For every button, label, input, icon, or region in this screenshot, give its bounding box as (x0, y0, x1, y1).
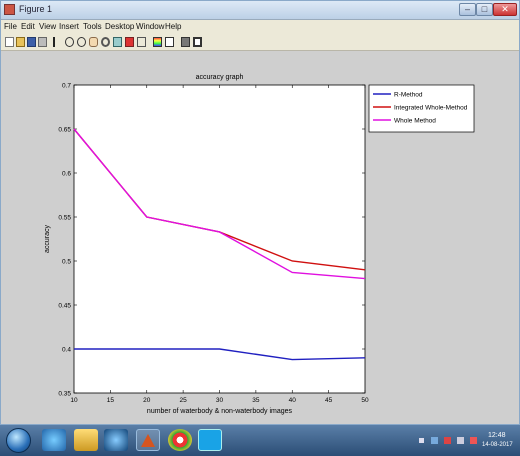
menu-desktop[interactable]: Desktop (105, 22, 135, 31)
flag-icon[interactable] (470, 437, 477, 444)
folder-icon[interactable] (74, 429, 98, 451)
data-cursor-icon[interactable] (113, 37, 122, 47)
zoom-out-icon[interactable] (77, 37, 86, 47)
brush-icon[interactable] (125, 37, 134, 47)
menu-view[interactable]: View (39, 22, 57, 31)
security-alert-icon[interactable] (444, 437, 451, 444)
new-figure-icon[interactable] (5, 37, 14, 47)
menu-bar: File Edit View Insert Tools Desktop Wind… (1, 20, 519, 34)
series-line-1 (74, 348, 366, 361)
edit-plot-icon[interactable] (53, 37, 59, 47)
figure-toolbar (1, 34, 519, 51)
y-tick-label: 0.6 (62, 171, 71, 178)
matlab-icon[interactable] (136, 429, 160, 451)
start-button[interactable] (6, 428, 31, 453)
series-line-3 (73, 128, 366, 280)
hide-plot-tools-icon[interactable] (181, 37, 190, 47)
y-tick-label: 0.55 (58, 215, 71, 222)
skype-icon[interactable] (198, 429, 222, 451)
show-plot-tools-icon[interactable] (193, 37, 202, 47)
y-tick-label: 0.4 (62, 347, 71, 354)
menu-help[interactable]: Help (165, 22, 182, 31)
x-tick-label: 10 (70, 397, 78, 404)
y-tick-label: 0.45 (58, 303, 71, 310)
legend-entry-1: R-Method (394, 92, 423, 99)
system-tray: 12:48 14-08-2017 (415, 425, 520, 456)
print-icon[interactable] (38, 37, 47, 47)
x-tick-label: 15 (107, 397, 115, 404)
windows-taskbar: 12:48 14-08-2017 (0, 425, 520, 456)
volume-icon[interactable] (457, 437, 464, 444)
y-axis-label: accuracy (44, 224, 51, 253)
media-player-icon[interactable] (104, 429, 128, 451)
minimize-button[interactable]: – (459, 3, 476, 16)
y-tick-label: 0.65 (58, 127, 71, 134)
clock-time[interactable]: 12:48 (488, 432, 506, 439)
legend-box (368, 84, 475, 133)
figure-app-icon (4, 4, 15, 15)
x-tick-label: 40 (289, 397, 297, 404)
matlab-figure-window: Figure 1 – □ ✕ File Edit View Insert Too… (0, 0, 520, 425)
chart-title: accuracy graph (196, 74, 244, 81)
x-tick-label: 35 (252, 397, 260, 404)
y-tick-label: 0.5 (62, 259, 71, 266)
matlab-logo-icon (141, 434, 155, 447)
title-bar[interactable]: Figure 1 – □ ✕ (1, 1, 519, 20)
x-tick-label: 50 (361, 397, 369, 404)
rotate-icon[interactable] (101, 37, 110, 47)
network-icon[interactable] (431, 437, 438, 444)
clock-date[interactable]: 14-08-2017 (482, 442, 513, 448)
window-title: Figure 1 (19, 4, 53, 14)
chart-svg: accuracy graph number of waterbody & non-… (44, 74, 475, 415)
figure-canvas: accuracy graph number of waterbody & non-… (1, 51, 519, 424)
menu-window[interactable]: Window (136, 22, 165, 31)
menu-insert[interactable]: Insert (59, 22, 80, 31)
legend-entry-2: Integrated Whole-Method (394, 105, 468, 112)
save-icon[interactable] (27, 37, 36, 47)
maximize-button[interactable]: □ (476, 3, 493, 16)
x-tick-label: 45 (325, 397, 333, 404)
y-tick-label: 0.7 (62, 83, 71, 90)
x-tick-label: 25 (180, 397, 188, 404)
pan-icon[interactable] (89, 37, 98, 47)
close-button[interactable]: ✕ (493, 3, 517, 16)
open-file-icon[interactable] (16, 37, 25, 47)
ie-icon[interactable] (42, 429, 66, 451)
link-icon[interactable] (137, 37, 146, 47)
chrome-icon[interactable] (168, 429, 192, 451)
x-tick-label: 30 (216, 397, 224, 404)
colorbar-icon[interactable] (153, 37, 162, 47)
plot-area (73, 84, 366, 394)
legend-entry-3: Whole Method (394, 118, 436, 125)
zoom-in-icon[interactable] (65, 37, 74, 47)
menu-edit[interactable]: Edit (21, 22, 35, 31)
menu-tools[interactable]: Tools (83, 22, 102, 31)
legend-icon[interactable] (165, 37, 174, 47)
x-axis-label: number of waterbody & non-waterbody imag… (147, 408, 293, 415)
x-tick-label: 20 (143, 397, 151, 404)
show-hidden-icons-icon[interactable] (419, 438, 424, 443)
menu-file[interactable]: File (4, 22, 17, 31)
y-tick-label: 0.35 (58, 391, 71, 398)
